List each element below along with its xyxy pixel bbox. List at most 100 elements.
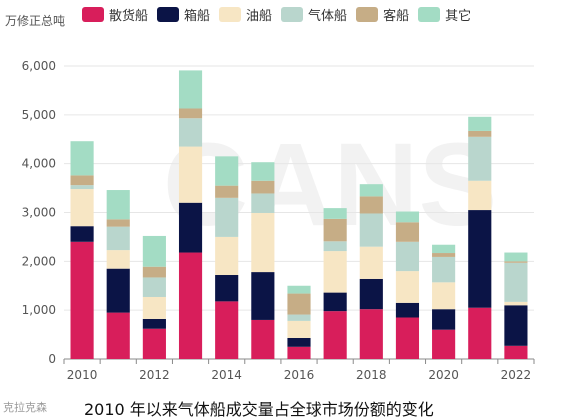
- bar-segment: [359, 196, 383, 214]
- legend-swatch: [157, 7, 180, 22]
- legend-label: 其它: [445, 9, 472, 24]
- x-tick-label: 2020: [428, 368, 459, 382]
- bar-segment: [70, 241, 94, 359]
- bar-segment: [395, 317, 420, 359]
- bar-segment: [395, 222, 420, 242]
- y-tick-label: 3,000: [22, 206, 56, 220]
- bar-segment: [106, 226, 130, 251]
- bar-segment: [432, 282, 456, 310]
- bars: [70, 70, 528, 359]
- bar-segment: [251, 212, 275, 273]
- bar-segment: [468, 130, 492, 137]
- bar-segment: [215, 185, 239, 198]
- bar-segment: [70, 226, 94, 242]
- bar-segment: [395, 271, 420, 303]
- y-axis-unit-label: 万修正总吨: [5, 14, 66, 28]
- bar-segment: [106, 250, 130, 269]
- y-tick-label: 6,000: [22, 59, 56, 73]
- bar-segment: [215, 197, 239, 237]
- bar-segment: [106, 219, 130, 227]
- bar-segment: [323, 292, 347, 312]
- y-tick-label: 5,000: [22, 108, 56, 122]
- source-logo-watermark: 克拉克森: [3, 401, 47, 414]
- bar-segment: [359, 309, 383, 359]
- bar-segment: [178, 118, 203, 147]
- x-tick-label: 2010: [67, 368, 98, 382]
- bar-segment: [251, 272, 275, 320]
- legend-swatch: [281, 7, 304, 22]
- legend-swatch: [418, 7, 441, 22]
- legend-swatch: [356, 7, 379, 22]
- bar-segment: [395, 241, 420, 272]
- bar-segment: [142, 235, 166, 267]
- bar-segment: [178, 202, 203, 253]
- bar-segment: [287, 320, 311, 339]
- legend-item: 散货船: [82, 5, 148, 24]
- bar-segment: [70, 189, 94, 227]
- bar-segment: [106, 190, 130, 220]
- bar-segment: [70, 175, 94, 186]
- bar-segment: [142, 318, 166, 329]
- gridlines: [64, 65, 534, 311]
- bar-segment: [178, 108, 203, 119]
- x-tick-label: 2016: [284, 368, 315, 382]
- bar-segment: [504, 261, 528, 263]
- bar-segment: [215, 301, 239, 359]
- y-tick-label: 0: [48, 352, 56, 366]
- bar-segment: [432, 309, 456, 330]
- legend-swatch: [82, 7, 104, 22]
- bar-segment: [178, 252, 203, 359]
- legend-swatch: [219, 7, 242, 22]
- bar-segment: [142, 277, 166, 297]
- x-tick-label: 2022: [501, 368, 532, 382]
- legend-item: 气体船: [281, 5, 347, 24]
- bar-segment: [432, 253, 456, 257]
- bar-segment: [432, 244, 456, 254]
- legend-item: 油船: [219, 5, 272, 24]
- bar-segment: [504, 262, 528, 302]
- legend-item: 其它: [418, 5, 471, 24]
- bar-segment: [395, 302, 420, 318]
- legend-item: 箱船: [157, 5, 210, 24]
- bar-segment: [287, 285, 311, 294]
- bar-segment: [323, 311, 347, 359]
- bar-segment: [323, 218, 347, 242]
- bar-segment: [468, 307, 492, 359]
- bar-segment: [251, 180, 275, 194]
- legend-label: 气体船: [308, 9, 348, 24]
- bar-segment: [323, 251, 347, 293]
- bar-segment: [359, 246, 383, 279]
- bar-segment: [215, 236, 239, 276]
- bar-segment: [468, 136, 492, 181]
- bar-segment: [287, 338, 311, 347]
- y-tick-label: 4,000: [22, 157, 56, 171]
- y-tick-label: 1,000: [22, 303, 56, 317]
- bar-segment: [251, 162, 275, 181]
- bar-segment: [251, 193, 275, 213]
- bar-segment: [287, 293, 311, 315]
- x-tick-label: 2018: [356, 368, 387, 382]
- bar-segment: [468, 180, 492, 211]
- bar-segment: [106, 312, 130, 359]
- bar-segment: [504, 345, 528, 359]
- bar-segment: [359, 278, 383, 310]
- legend-label: 油船: [246, 9, 273, 24]
- bar-segment: [323, 241, 347, 252]
- bar-segment: [106, 268, 130, 313]
- bar-segment: [395, 211, 420, 223]
- bar-segment: [287, 346, 311, 359]
- bar-segment: [432, 329, 456, 359]
- bar-segment: [142, 296, 166, 319]
- bar-segment: [287, 314, 311, 321]
- bar-segment: [251, 319, 275, 359]
- bar-segment: [215, 275, 239, 302]
- legend-item: 客船: [356, 5, 409, 24]
- bar-segment: [142, 266, 166, 278]
- bar-segment: [468, 210, 492, 308]
- bar-segment: [359, 184, 383, 197]
- bar-segment: [359, 213, 383, 247]
- x-tick-label: 2012: [139, 368, 170, 382]
- bar-segment: [468, 116, 492, 131]
- bar-segment: [142, 328, 166, 359]
